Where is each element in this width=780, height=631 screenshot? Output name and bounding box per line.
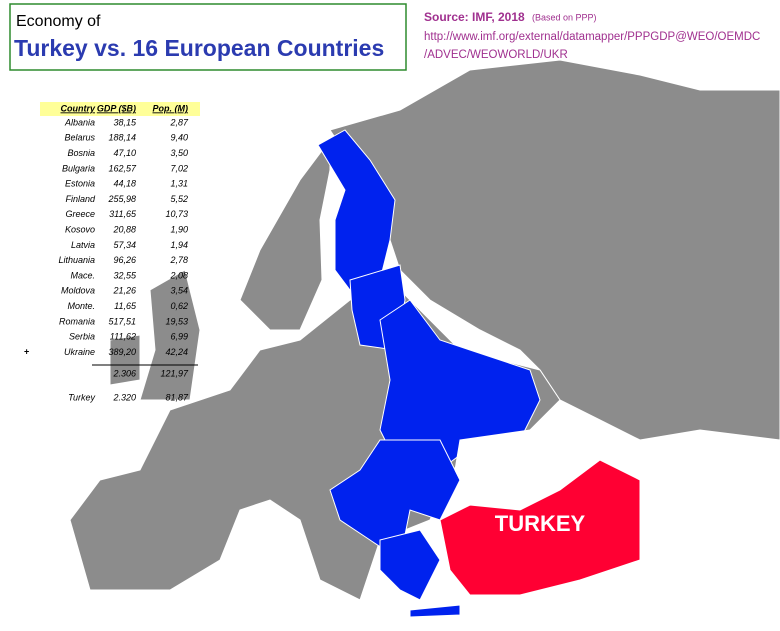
table-cell: 9,40 (170, 133, 188, 143)
table-cell: 19,53 (165, 316, 188, 326)
turkey-cell: Turkey (68, 392, 95, 402)
table-cell: 44,18 (113, 179, 136, 189)
table-cell: 1,94 (170, 240, 188, 250)
table-cell: 311,65 (109, 209, 137, 219)
map-shapes (69, 59, 780, 618)
total-cell: 121,97 (160, 368, 189, 378)
map-label: TURKEY (495, 511, 586, 536)
table-cell: 6,99 (170, 332, 188, 342)
table-cell: 3,54 (170, 286, 188, 296)
table-cell: Albania (64, 117, 95, 127)
source-note: (Based on PPP) (532, 12, 597, 22)
greece (379, 529, 441, 601)
table-cell: 162,57 (108, 163, 137, 173)
table-cell: 111,62 (110, 332, 136, 342)
table-cell: 57,34 (113, 240, 136, 250)
table-cell: 2,87 (169, 117, 189, 127)
title-line2: Turkey vs. 16 European Countries (14, 35, 384, 61)
russia (329, 59, 780, 441)
table-cell: Ukraine (64, 347, 95, 357)
table-cell: Latvia (71, 240, 95, 250)
turkey-cell: 81,87 (165, 392, 189, 402)
title-line1: Economy of (16, 13, 101, 30)
ireland (109, 334, 141, 386)
table-cell: Kosovo (65, 224, 95, 234)
table-cell: 0,62 (170, 301, 188, 311)
table-cell: 255,98 (107, 194, 136, 204)
turkey (439, 459, 641, 596)
table-cell: Romania (59, 316, 95, 326)
plus-sign: + (24, 346, 29, 356)
table-cell: Mace. (70, 270, 95, 280)
table-cell: 188,14 (108, 133, 136, 143)
table-cell: 3,50 (170, 148, 188, 158)
table-cell: Monte. (67, 301, 95, 311)
table-cell: 20,88 (112, 224, 136, 234)
table-cell: Lithuania (58, 255, 95, 265)
table-cell: 47,10 (113, 148, 136, 158)
table-cell: 5,52 (170, 194, 188, 204)
source-url: http://www.imf.org/external/datamapper/P… (424, 31, 760, 43)
source-url: /ADVEC/WEOWORLD/UKR (424, 49, 568, 61)
table: + Country GDP ($B) Pop. (M) Albania 38,15 2,8… (24, 102, 200, 402)
table-cell: Bosnia (67, 148, 95, 158)
table-cell: Bulgaria (62, 163, 95, 173)
table-cell: 38,15 (113, 117, 137, 127)
table-cell: 1,90 (170, 224, 188, 234)
table-header: Country (61, 103, 96, 113)
table-cell: 96,26 (113, 255, 136, 265)
total-cell: 2.306 (112, 368, 136, 378)
table-cell: 517,51 (108, 316, 136, 326)
table-cell: 1,31 (170, 179, 188, 189)
turkey-cell: 2.320 (112, 392, 136, 402)
table-cell: Greece (65, 209, 95, 219)
scandinavia (239, 138, 331, 331)
table-header-bg (40, 102, 200, 116)
table-cell: Finland (65, 194, 96, 204)
table-cell: Estonia (65, 179, 95, 189)
table-header: GDP ($B) (97, 103, 136, 113)
table-cell: Belarus (64, 133, 95, 143)
table-cell: 7,02 (170, 163, 188, 173)
table-cell: 2,78 (169, 255, 188, 265)
table-header: Pop. (M) (153, 103, 189, 113)
source-label: Source: IMF, 2018 (424, 10, 525, 24)
table-cell: Serbia (69, 332, 95, 342)
table-cell: 11,65 (114, 301, 137, 311)
crete (409, 604, 461, 618)
table-cell: 42,24 (165, 347, 188, 357)
table-cell: 10,73 (165, 209, 188, 219)
table-cell: 2,08 (169, 270, 188, 280)
uk (139, 269, 201, 401)
table-cell: 389,20 (108, 347, 136, 357)
table-cell: 21,26 (112, 286, 136, 296)
title-box (9, 3, 407, 71)
table-cell: Moldova (61, 286, 95, 296)
table-cell: 32,55 (113, 270, 137, 280)
